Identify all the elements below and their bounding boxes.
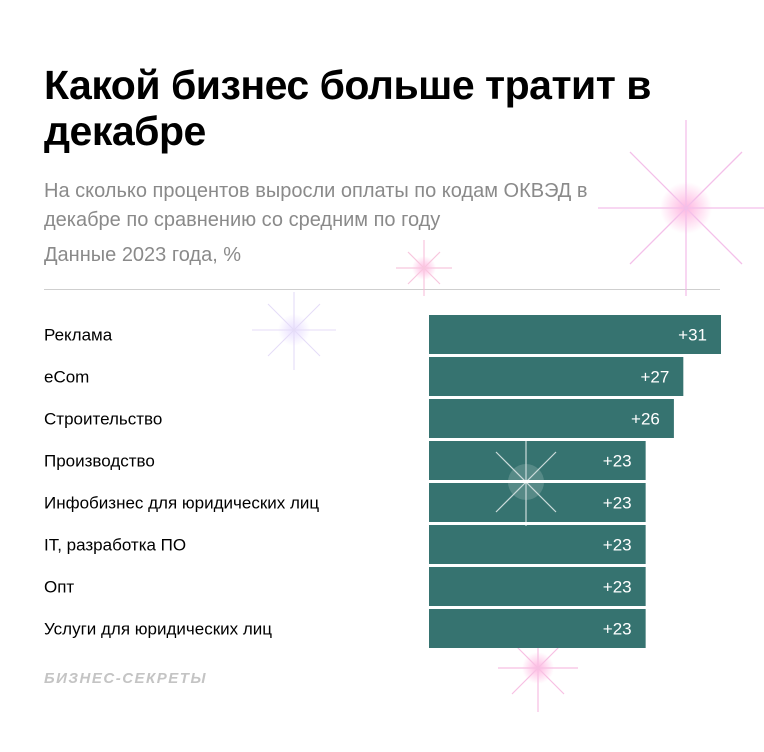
category-label: Услуги для юридических лиц (44, 620, 272, 639)
bar-value-label: +26 (631, 410, 660, 429)
bar-value-label: +31 (678, 326, 707, 345)
category-label: eCom (44, 368, 89, 387)
chart-title: Какой бизнес больше тратит в декабре (44, 62, 651, 154)
bar (429, 357, 684, 396)
category-label: Реклама (44, 326, 113, 345)
bar (429, 567, 646, 606)
bar-value-label: +27 (640, 368, 669, 387)
chart-subtitle: На сколько процентов выросли оплаты по к… (44, 180, 588, 231)
brand-logo: БИЗНЕС-СЕКРЕТЫ (44, 670, 207, 687)
bar (429, 525, 646, 564)
bar-value-label: +23 (603, 578, 632, 597)
bar (429, 399, 674, 438)
bar-value-label: +23 (603, 536, 632, 555)
bar (429, 609, 646, 648)
data-note: Данные 2023 года, % (44, 244, 242, 266)
category-label: IT, разработка ПО (44, 536, 186, 555)
category-label: Опт (44, 578, 74, 597)
bar-value-label: +23 (603, 620, 632, 639)
category-label: Производство (44, 452, 155, 471)
bar-value-label: +23 (603, 494, 632, 513)
bar (429, 315, 721, 354)
category-label: Инфобизнес для юридических лиц (44, 494, 319, 513)
bar-value-label: +23 (603, 452, 632, 471)
divider (44, 289, 720, 290)
category-label: Строительство (44, 410, 162, 429)
